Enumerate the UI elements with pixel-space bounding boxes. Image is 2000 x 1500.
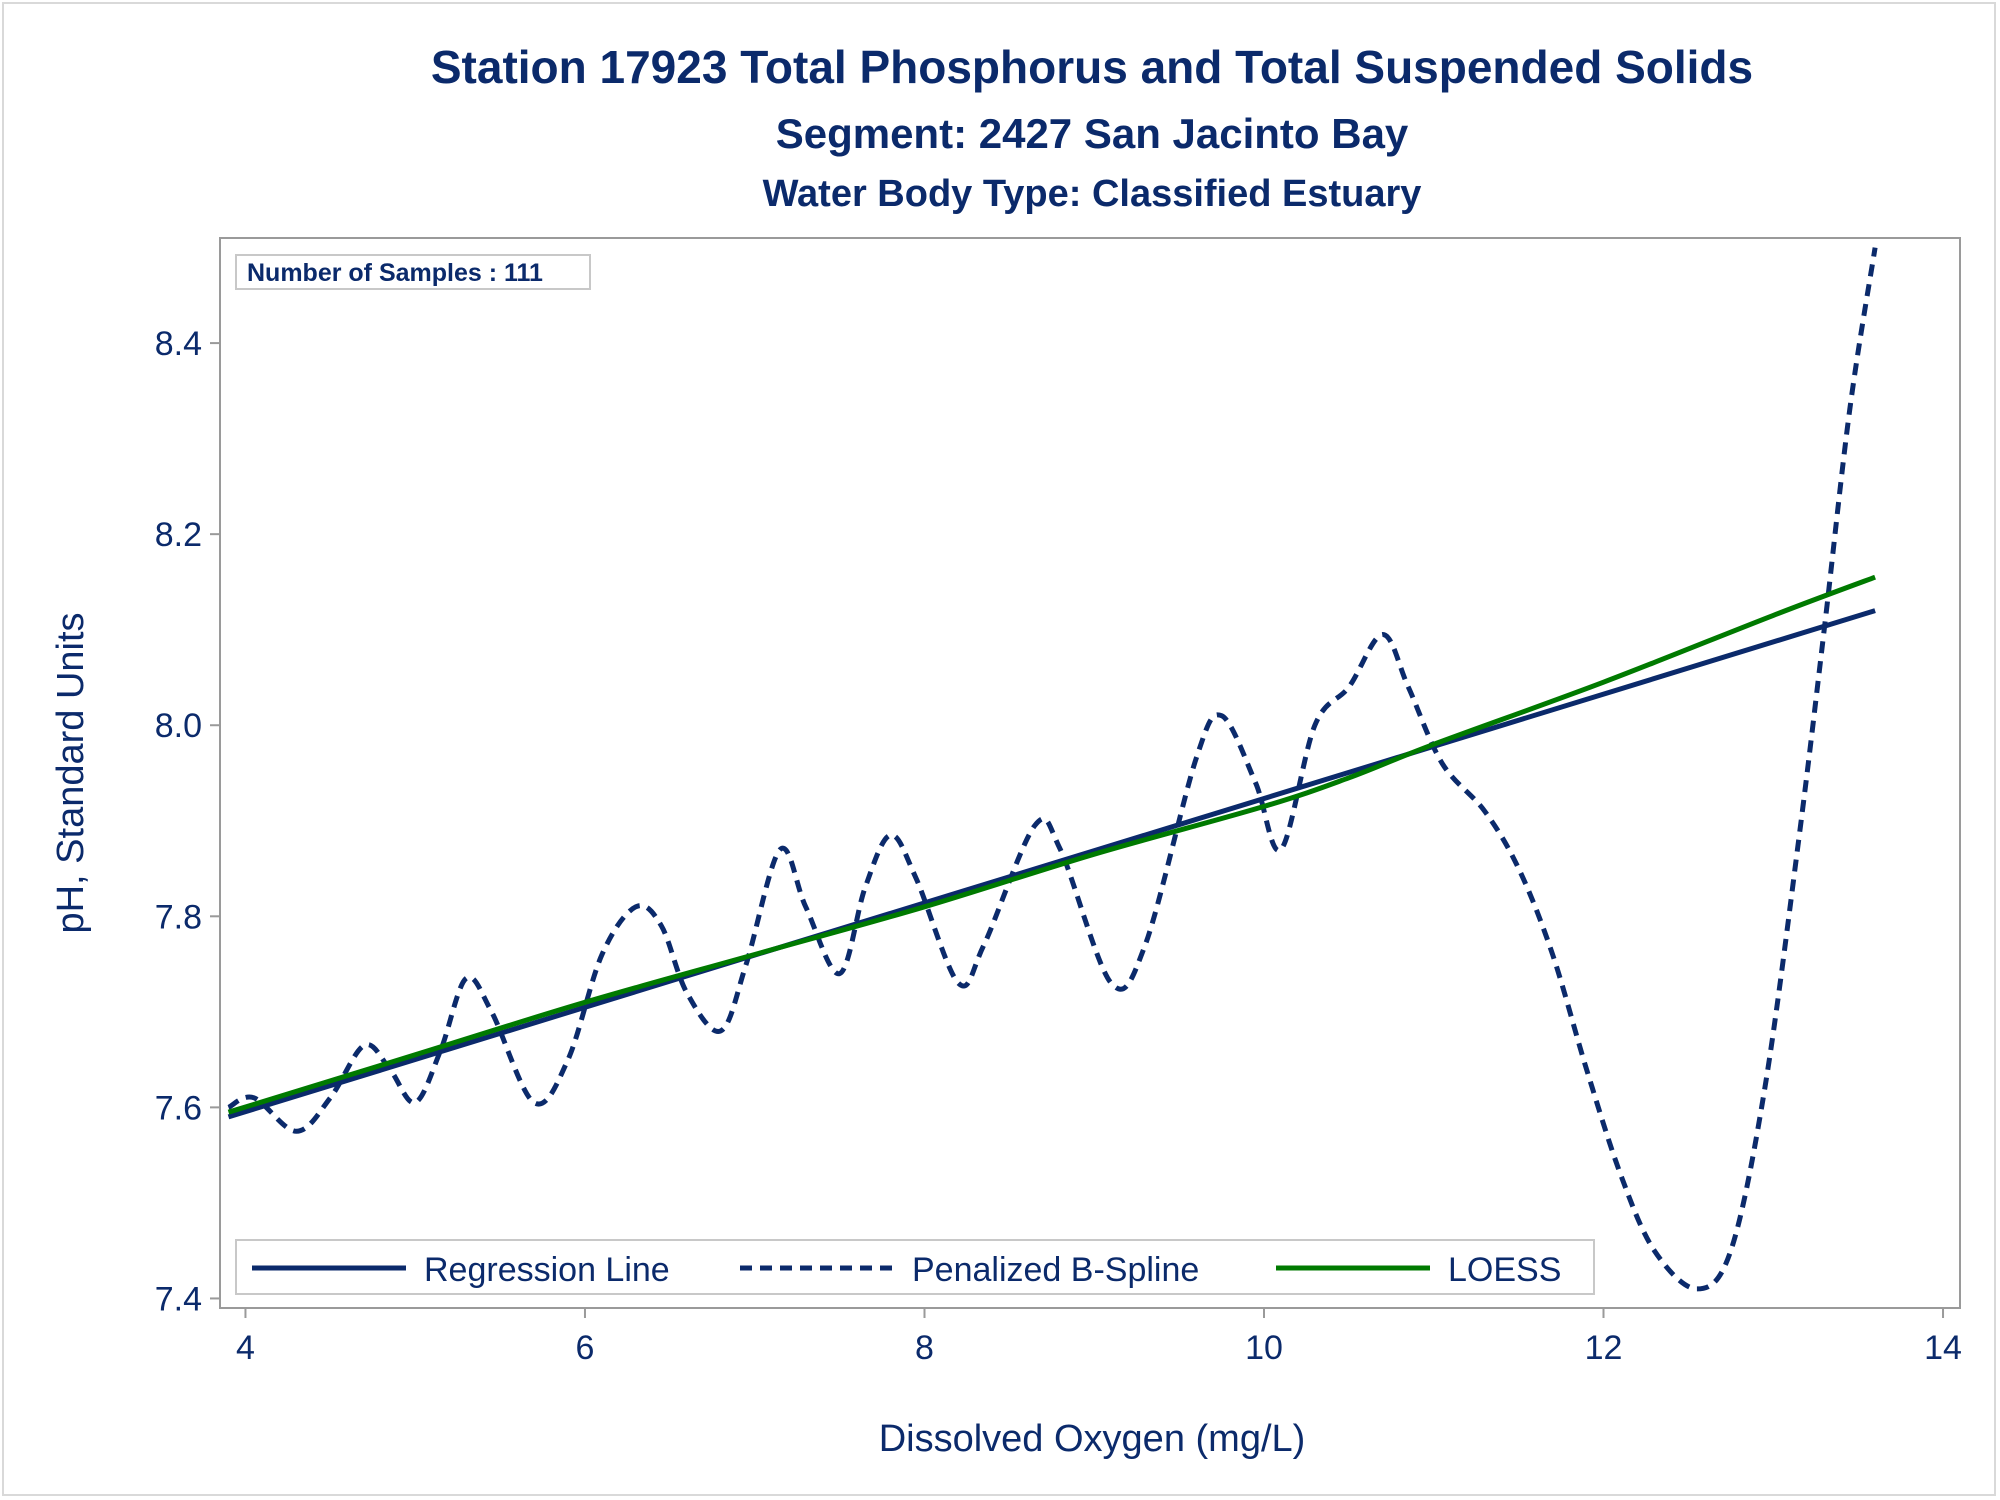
x-tick-label: 12	[1585, 1329, 1623, 1367]
chart-title: Station 17923 Total Phosphorus and Total…	[431, 41, 1753, 93]
x-axis-label: Dissolved Oxygen (mg/L)	[879, 1418, 1306, 1460]
y-tick-label: 8.2	[155, 516, 202, 554]
series-line-loess	[227, 574, 1876, 1115]
x-tick-label: 14	[1924, 1329, 1962, 1367]
x-axis: 4 6 8 10 12 14	[236, 1308, 1962, 1367]
legend-label-penalized-b-spline: Penalized B-Spline	[912, 1251, 1199, 1289]
y-tick-label: 7.4	[155, 1280, 202, 1318]
series-line-regression-line	[227, 608, 1876, 1120]
chart-subtitle: Segment: 2427 San Jacinto Bay	[776, 110, 1409, 157]
series-layer	[227, 247, 1878, 1292]
legend-label-loess: LOESS	[1448, 1251, 1561, 1289]
y-axis-label: pH, Standard Units	[50, 612, 92, 933]
x-tick-label: 8	[915, 1329, 934, 1367]
y-tick-label: 8.4	[155, 325, 202, 363]
plot-area	[219, 237, 1961, 1309]
sample-count-label: Number of Samples : 111	[247, 259, 543, 287]
legend: Regression Line Penalized B-Spline LOESS	[235, 1239, 1595, 1295]
y-tick-label: 7.8	[155, 898, 202, 936]
x-tick-label: 10	[1245, 1329, 1283, 1367]
y-axis: 7.4 7.6 7.8 8.0 8.2 8.4	[155, 325, 220, 1318]
y-tick-label: 8.0	[155, 707, 202, 745]
x-tick-label: 4	[236, 1329, 255, 1367]
x-tick-label: 6	[576, 1329, 595, 1367]
y-tick-label: 7.6	[155, 1089, 202, 1127]
chart-subtitle-2: Water Body Type: Classified Estuary	[763, 173, 1422, 215]
sample-count-box	[235, 254, 591, 290]
series-line-penalized-b-spline	[227, 247, 1878, 1292]
legend-label-regression-line: Regression Line	[424, 1251, 670, 1289]
